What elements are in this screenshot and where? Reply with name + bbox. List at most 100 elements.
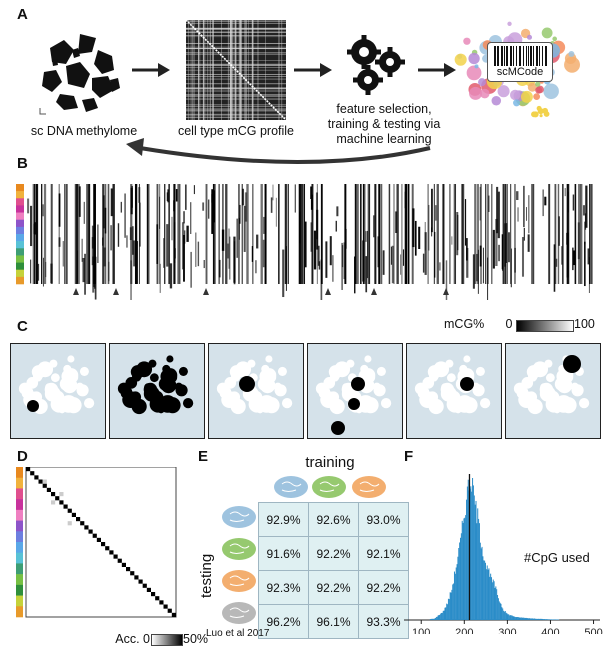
heatmap-column (532, 184, 535, 284)
histogram-bar (441, 612, 443, 620)
heatmap-column (588, 257, 590, 294)
heatmap-column (202, 202, 205, 211)
heatmap-column (554, 184, 557, 284)
histogram-bar (498, 601, 500, 620)
histogram-bar (547, 619, 549, 620)
histogram-bar (503, 611, 505, 620)
brain-dot (478, 78, 487, 87)
histogram-bar (518, 617, 520, 620)
histogram-bar (516, 617, 517, 620)
histogram-bar (519, 617, 521, 620)
heatmap-column (343, 242, 346, 280)
embedding-cluster (440, 385, 457, 402)
heatmap-column (93, 184, 96, 284)
heatmap-column (260, 184, 263, 284)
heatmap-column (58, 237, 61, 247)
barcode-bar (519, 46, 521, 66)
offdiag-cell (67, 521, 72, 526)
diagonal-cell (84, 525, 89, 530)
cluster-color-block (16, 595, 23, 607)
histogram-bar (491, 582, 493, 620)
histogram-bar (544, 619, 546, 620)
heatmap-column (578, 184, 580, 284)
heatmap-column (332, 255, 334, 282)
matrix-line (253, 20, 254, 120)
heatmap-column (264, 184, 267, 284)
cluster-color-block (16, 191, 24, 199)
heatmap-column (477, 184, 479, 284)
heatmap-column (37, 263, 40, 281)
diagonal-cell (159, 600, 164, 605)
histogram-bar (529, 618, 531, 620)
histogram-bar (528, 618, 530, 620)
brain-dot (543, 111, 550, 117)
diagonal-cell (96, 537, 101, 542)
embedding-panel (505, 343, 601, 439)
histogram-bar (490, 573, 492, 620)
x-tick-label: 100 (412, 627, 430, 634)
diagonal-cell (171, 612, 176, 617)
heatmap-column (329, 236, 332, 266)
panel-d-label: D (17, 448, 28, 465)
heatmap-column (427, 184, 429, 284)
heatmap-column (251, 246, 254, 262)
brain-dot (468, 52, 480, 65)
heatmap-column (405, 184, 407, 284)
diagonal-cell (92, 533, 97, 538)
heatmap-column (205, 184, 208, 284)
heatmap-column (504, 223, 506, 267)
heatmap-column (492, 229, 495, 269)
heatmap-column (36, 184, 38, 284)
embedding-cluster (182, 398, 194, 409)
heatmap-column (168, 184, 170, 284)
heatmap-column (181, 222, 185, 270)
heatmap-column (434, 231, 436, 278)
cluster-color-block (16, 520, 23, 532)
heatmap-column (284, 184, 287, 284)
histogram-bar (493, 581, 495, 620)
heatmap-column (183, 230, 186, 244)
heatmap-column (241, 184, 243, 284)
diagonal-cell (71, 512, 76, 517)
gears-icon (347, 35, 405, 95)
heatmap-column (365, 256, 368, 293)
heatmap-column (584, 221, 586, 245)
embedding-cluster (44, 385, 61, 402)
heatmap-column (461, 184, 463, 284)
marker-triangle-icon (203, 288, 209, 295)
brain-orange-icon (352, 476, 386, 498)
embedding-cluster (427, 365, 442, 379)
histogram-bar (500, 603, 502, 620)
heatmap-column (272, 184, 274, 201)
heatmap-column (184, 184, 187, 210)
heatmap-column (33, 223, 36, 234)
heatmap-column (147, 184, 150, 284)
histogram-bar (454, 573, 456, 620)
cluster-color-block (16, 241, 24, 249)
ml-caption-line3: machine learning (336, 132, 432, 146)
arrow-right-icon (132, 63, 170, 77)
heatmap-column (303, 184, 306, 284)
brain-dot (513, 99, 521, 107)
histogram-bar (507, 614, 509, 620)
embedding-cluster (49, 359, 58, 368)
brain-dot (527, 82, 537, 92)
histogram-bar (520, 617, 522, 620)
heatmap-column (58, 184, 60, 284)
heatmap-column (203, 259, 205, 269)
histogram-bar (514, 616, 516, 620)
histogram-bar (495, 586, 497, 620)
matrix-line (198, 20, 200, 120)
embedding-panel (307, 343, 403, 439)
histogram-bar (442, 610, 444, 620)
histogram-bar (553, 619, 555, 620)
heatmap-column (357, 184, 359, 284)
heatmap-column (104, 184, 107, 284)
matrix-line (188, 20, 190, 120)
heatmap-column (244, 192, 248, 222)
histogram-bar (460, 533, 462, 620)
heatmap-column (583, 241, 586, 287)
histogram-bar (447, 598, 449, 620)
barcode-bar (497, 46, 499, 66)
cluster-color-block (16, 467, 23, 479)
